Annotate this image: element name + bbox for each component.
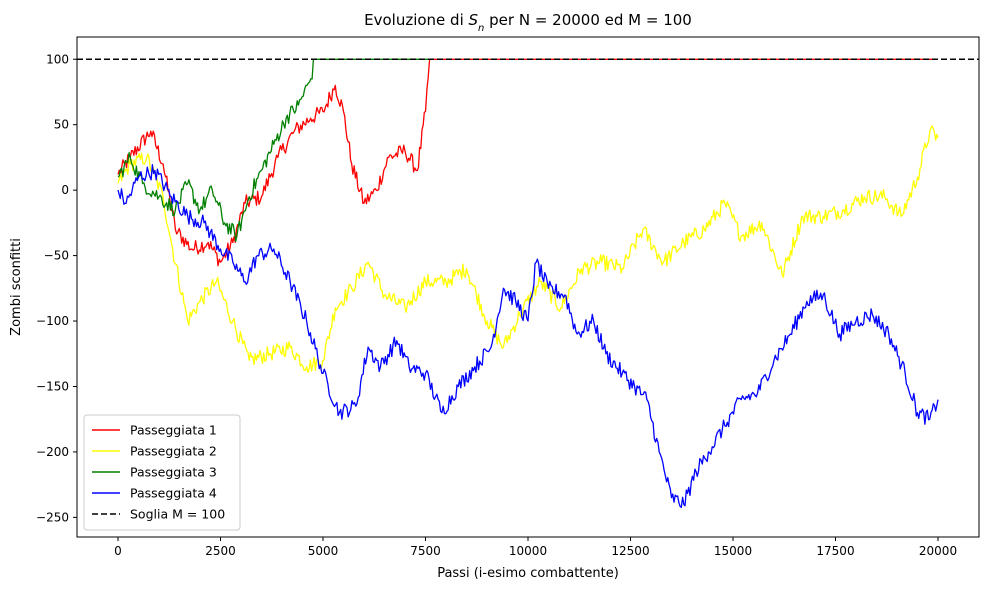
legend: Passeggiata 1 Passeggiata 2 Passeggiata 3 P… [83,414,241,531]
y-tick-label: 100 [46,52,69,66]
y-tick-label: −150 [36,379,69,393]
series-line-4 [117,164,939,509]
x-tick-label: 7500 [410,544,441,558]
series-line-2 [117,125,939,374]
x-tick-label: 5000 [308,544,339,558]
x-tick-label: 2500 [205,544,236,558]
x-tick-label: 17500 [816,544,854,558]
x-tick-label: 0 [114,544,122,558]
x-tick-label: 10000 [509,544,547,558]
x-axis-label: Passi (i-esimo combattente) [437,566,619,581]
series-line-1 [117,58,938,267]
legend-entry: Passeggiata 2 [130,444,217,459]
y-tick-label: −50 [44,249,69,263]
legend-entry: Soglia M = 100 [130,507,225,522]
series-layer [77,58,979,509]
legend-entry: Passeggiata 4 [130,486,217,501]
x-tick-label: 15000 [714,544,752,558]
legend-entry: Passeggiata 1 [130,423,217,438]
y-tick-label: −250 [36,510,69,524]
y-tick-label: −200 [36,445,69,459]
y-tick-label: 0 [61,183,69,197]
ticks-layer: 0 2500 5000 7500 10000 12500 15000 17500 20000 10… [36,52,957,558]
x-tick-label: 12500 [611,544,649,558]
x-tick-label: 20000 [919,544,957,558]
y-tick-label: −100 [36,314,69,328]
y-axis-label: Zombi sconfitti [9,238,24,336]
legend-entry: Passeggiata 3 [130,465,217,480]
series-line-3 [117,58,430,243]
legend-box [83,414,241,531]
y-tick-label: 50 [54,118,69,132]
chart-title: Evoluzione di Sn per N = 20000 ed M = 10… [364,11,692,34]
